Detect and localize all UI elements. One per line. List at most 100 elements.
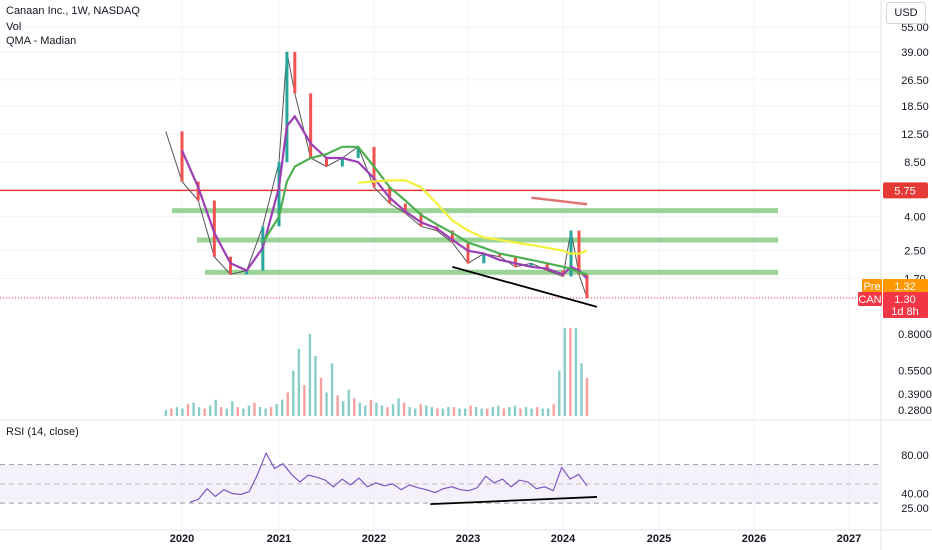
volume-bar (402, 402, 406, 416)
resistance-price-badge (883, 182, 928, 199)
price-candle (419, 213, 423, 227)
time-tick-label: 2026 (742, 533, 766, 545)
volume-bar (380, 405, 384, 416)
volume-bar (258, 407, 262, 416)
price-candle (285, 51, 289, 163)
volume-bar (314, 355, 317, 416)
price-candle (356, 146, 360, 158)
currency-button[interactable]: USD (886, 2, 926, 24)
time-tick-label: 2024 (551, 533, 576, 545)
volume-bar (425, 405, 428, 416)
volume-bar (369, 399, 373, 416)
volume-bar (186, 404, 190, 416)
volume-bar (325, 392, 328, 416)
volume-bar (535, 407, 539, 416)
volume-bar (220, 407, 223, 416)
volume-bar (436, 408, 439, 416)
volume-bar (558, 370, 561, 416)
price-candle (277, 162, 281, 227)
volume-tick-label: 0.5500 (898, 366, 932, 378)
volume-bar (308, 334, 312, 416)
time-tick-label: 2027 (837, 533, 861, 545)
price-candle (309, 93, 313, 158)
price-tick-label: 12.50 (901, 129, 929, 141)
price-candle (466, 242, 470, 264)
volume-bar (580, 363, 583, 416)
volume-bar (236, 407, 240, 416)
volume-tick-label: 0.2800 (898, 405, 932, 417)
price-line (165, 51, 588, 299)
volume-bar (563, 328, 567, 416)
volume-bar (203, 408, 206, 416)
volume-bar (519, 408, 522, 416)
volume-bar (547, 408, 550, 416)
volume-bar (386, 407, 389, 416)
symbol-title: Canaan Inc., 1W, NASDAQ (6, 5, 140, 17)
volume-bar (480, 408, 483, 416)
rsi-tick-label: 40.00 (901, 489, 929, 501)
volume-bar (391, 404, 395, 416)
volume-bar (231, 401, 234, 416)
volume-bar (364, 405, 367, 416)
volume-bar (347, 389, 350, 416)
volume-bar (336, 395, 339, 416)
support-zone-1 (172, 208, 778, 214)
price-tick-label: 55.00 (901, 22, 929, 34)
rsi-line (189, 451, 588, 503)
volume-bar (408, 407, 411, 416)
price-candle (498, 253, 502, 257)
volume-bar (441, 408, 445, 416)
price-candle (212, 200, 216, 257)
time-tick-label: 2022 (362, 533, 386, 545)
price-tick-label: 39.00 (901, 47, 929, 59)
volume-tick-label: 0.3900 (898, 389, 932, 401)
resistance-price-value: 5.75 (894, 185, 915, 197)
volume-bar (208, 405, 212, 416)
volume-bar (225, 408, 228, 416)
pre-label: Pre (863, 281, 880, 293)
price-candle (514, 256, 517, 267)
volume-bar (541, 408, 544, 416)
volume-bar (508, 407, 511, 416)
ticker-label: CAN (858, 294, 881, 306)
volume-bar (502, 408, 506, 416)
volume-bar (192, 402, 195, 416)
price-candle (340, 157, 344, 167)
moving-average-green (261, 145, 588, 276)
last-price-badge (883, 292, 928, 318)
volume-bar (574, 328, 578, 416)
support-zone-3 (205, 269, 778, 275)
rsi-legend: RSI (14, close) (6, 426, 79, 438)
moving-average-purple (180, 114, 588, 280)
price-candle (545, 263, 549, 271)
volume-bar (264, 408, 267, 416)
volume-bar (447, 407, 450, 416)
time-tick-label: 2023 (456, 533, 480, 545)
price-tick-label: 18.50 (901, 101, 929, 113)
volume-bar (458, 408, 461, 416)
indicator-legend: QMA - Madian (6, 35, 77, 47)
price-candle (180, 131, 184, 182)
volume-bar (319, 377, 323, 416)
volume-tick-label: 0.8000 (898, 329, 932, 341)
volume-bar (524, 407, 528, 416)
volume-bar (353, 398, 356, 416)
price-tick-label: 26.50 (901, 75, 929, 87)
price-candle (403, 203, 407, 214)
volume-bar (486, 408, 489, 416)
volume-bar (474, 407, 478, 416)
rsi-tick-label: 25.00 (901, 503, 929, 515)
volume-bar (497, 405, 500, 416)
volume-bar (397, 398, 400, 416)
price-candle (245, 270, 249, 275)
volume-bar (530, 408, 533, 416)
pre-label-badge (862, 279, 882, 293)
volume-bar (358, 402, 361, 416)
volume-bar (253, 402, 256, 416)
rsi-tick-label: 80.00 (901, 450, 929, 462)
volume-bar (170, 408, 173, 416)
volume-bar (164, 410, 168, 416)
rsi-trendline (430, 496, 598, 506)
volume-bar (452, 407, 456, 416)
